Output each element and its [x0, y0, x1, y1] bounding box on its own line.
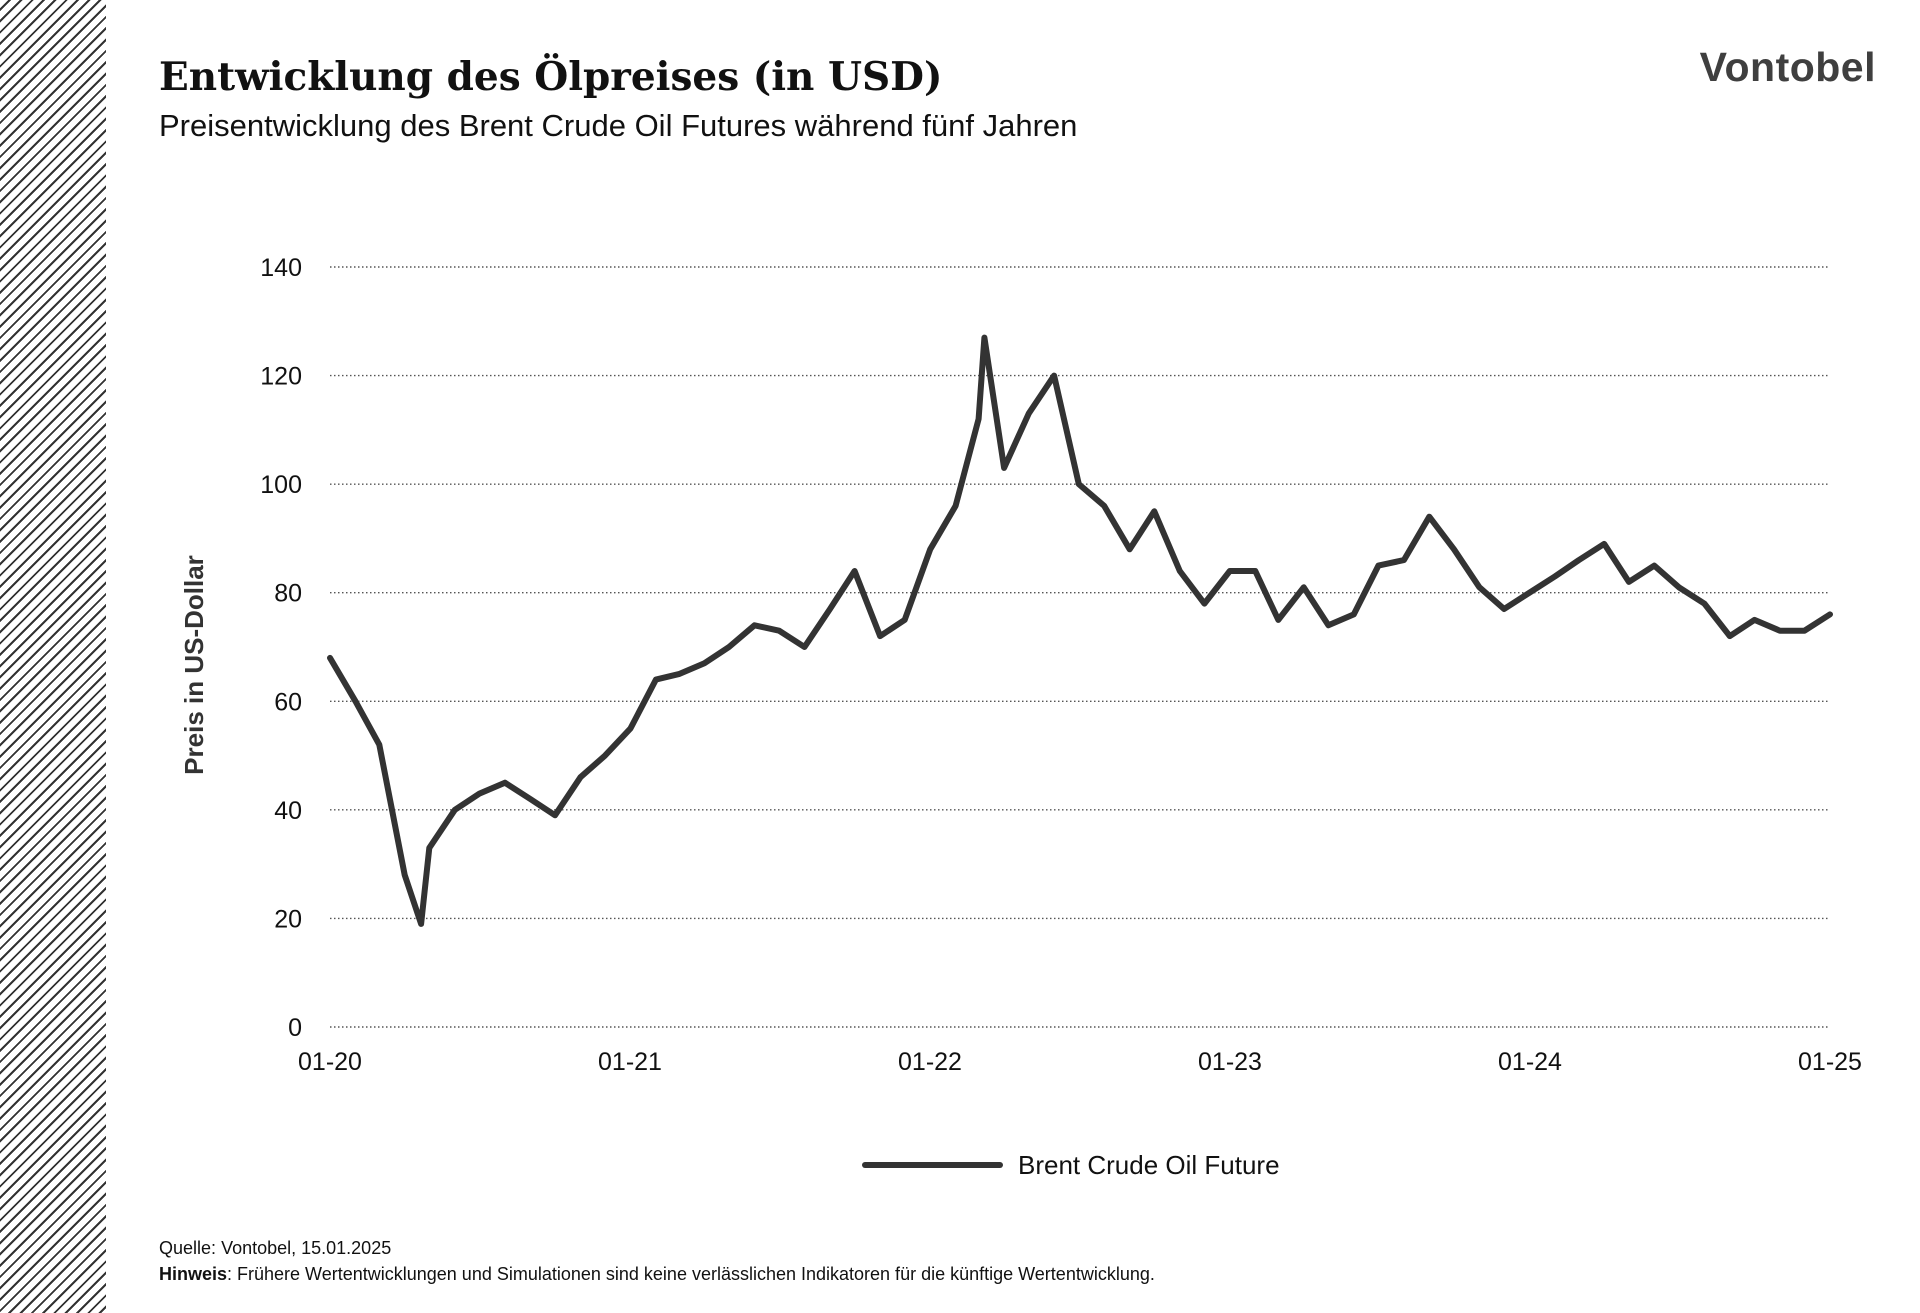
- x-tick-label: 01-23: [1198, 1048, 1262, 1076]
- hatched-side-band: [0, 0, 106, 1313]
- y-tick-label: 140: [260, 254, 302, 282]
- note-text: : Frühere Wertentwicklungen und Simulati…: [227, 1264, 1155, 1284]
- chart-title: Entwicklung des Ölpreises (in USD): [159, 54, 943, 100]
- note-label: Hinweis: [159, 1264, 228, 1284]
- x-tick-label: 01-21: [598, 1048, 662, 1076]
- source-value: Vontobel, 15.01.2025: [221, 1238, 392, 1258]
- brand-logo: Vontobel: [1699, 44, 1876, 90]
- series-line: [327, 334, 1833, 927]
- source-label: Quelle:: [159, 1238, 217, 1258]
- line-chart: 0 20 40 60 80 100 120 140 01-20 01-21 01-22 01-23 01…: [179, 254, 1862, 1180]
- y-tick-label: 80: [274, 580, 302, 608]
- y-tick-label: 60: [274, 688, 302, 716]
- footer: Quelle: Vontobel, 15.01.2025 Hinweis: Fr…: [159, 1235, 1155, 1287]
- y-tick-label: 20: [274, 905, 302, 933]
- y-tick-label: 40: [274, 797, 302, 825]
- note-line: Hinweis: Frühere Wertentwicklungen und S…: [159, 1261, 1155, 1287]
- y-tick-label: 0: [288, 1014, 302, 1042]
- y-tick-label: 120: [260, 363, 302, 391]
- source-line: Quelle: Vontobel, 15.01.2025: [159, 1235, 1155, 1261]
- legend-label: Brent Crude Oil Future: [1018, 1150, 1280, 1180]
- chart-subtitle: Preisentwicklung des Brent Crude Oil Fut…: [159, 108, 1078, 143]
- x-tick-label: 01-25: [1798, 1048, 1862, 1076]
- y-axis-title: Preis in US-Dollar: [179, 555, 209, 775]
- x-tick-label: 01-24: [1498, 1048, 1562, 1076]
- y-tick-label: 100: [260, 471, 302, 499]
- x-tick-label: 01-22: [898, 1048, 962, 1076]
- x-tick-label: 01-20: [298, 1048, 362, 1076]
